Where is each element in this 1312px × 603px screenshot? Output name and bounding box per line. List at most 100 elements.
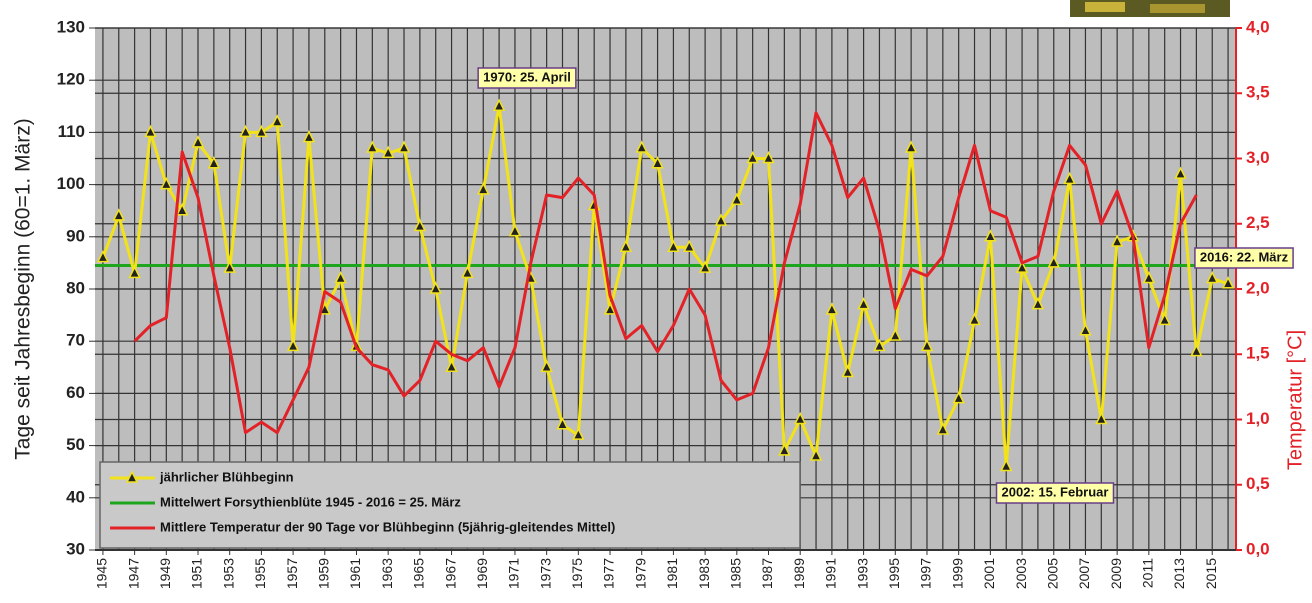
- y2-tick-label: 3,0: [1246, 148, 1270, 167]
- annotation: 2016: 22. März: [1194, 247, 1294, 269]
- y2-tick-label: 0,5: [1246, 474, 1270, 493]
- y-tick-label: 40: [66, 487, 85, 506]
- point-marker: [1174, 166, 1187, 179]
- point-marker: [920, 338, 934, 352]
- x-tick-label: 1953: [220, 558, 236, 589]
- point-marker: [1206, 270, 1219, 284]
- annotation: 2002: 15. Februar: [995, 482, 1115, 504]
- y-tick-label: 110: [58, 122, 85, 141]
- point-marker: [651, 156, 664, 169]
- y-axis-title: Tage seit Jahresbeginn (60=1. März): [12, 118, 35, 459]
- y2-tick-label: 0,0: [1246, 539, 1270, 558]
- y2-tick-label: 4,0: [1246, 17, 1270, 36]
- point-marker: [413, 218, 427, 232]
- point-marker: [667, 239, 680, 252]
- x-tick-label: 1963: [379, 558, 395, 589]
- point-marker: [302, 129, 316, 143]
- annotation-box: [477, 67, 577, 89]
- y-tick-label: 80: [66, 278, 85, 297]
- point-marker: [825, 302, 839, 315]
- point-marker: [936, 422, 950, 435]
- point-marker: [603, 302, 617, 315]
- point-marker: [207, 156, 221, 169]
- legend-label: Mittelwert Forsythienblüte 1945 - 2016 =…: [160, 494, 461, 509]
- point-marker: [968, 312, 981, 326]
- x-tick-label: 1977: [601, 558, 617, 589]
- x-tick-label: 1979: [632, 558, 648, 589]
- annotation-text: 1970: 25. April: [483, 69, 571, 84]
- x-tick-label: 1997: [918, 558, 934, 589]
- x-tick-label: 1973: [537, 558, 553, 589]
- x-tick-label: 1959: [315, 558, 331, 589]
- point-marker: [1095, 411, 1108, 425]
- x-tick-label: 1961: [347, 558, 363, 589]
- point-marker: [255, 124, 268, 138]
- point-marker: [271, 114, 284, 127]
- annotation: 1970: 25. April: [477, 67, 577, 89]
- series-line: [101, 104, 1229, 468]
- point-marker: [461, 265, 474, 279]
- y-tick-label: 60: [66, 383, 85, 402]
- x-tick-label: 1975: [569, 558, 585, 589]
- x-tick-label: 2015: [1203, 558, 1219, 589]
- photo-detail: [1150, 4, 1205, 13]
- y-tick-label: 30: [66, 539, 85, 558]
- x-tick-label: 1991: [823, 558, 839, 589]
- point-marker: [889, 328, 902, 341]
- point-marker: [635, 140, 648, 153]
- point-marker: [778, 443, 791, 456]
- annotation-box: [995, 482, 1115, 504]
- y2-tick-label: 1,0: [1246, 409, 1270, 428]
- point-marker: [572, 427, 585, 440]
- point-marker: [96, 250, 110, 263]
- x-tick-label: 2007: [1076, 558, 1092, 589]
- point-marker: [1000, 458, 1013, 472]
- point-marker: [144, 124, 157, 138]
- x-tick-label: 1969: [474, 558, 490, 589]
- point-marker: [1015, 260, 1029, 273]
- legend: [99, 461, 801, 549]
- annotation-text: 2016: 22. März: [1200, 249, 1289, 264]
- x-tick-label: 2005: [1044, 558, 1060, 589]
- point-marker: [1063, 171, 1076, 185]
- point-marker: [128, 265, 141, 279]
- x-tick-label: 1949: [157, 558, 173, 589]
- x-tick-label: 2011: [1140, 558, 1156, 588]
- point-marker: [1158, 312, 1171, 326]
- point-marker: [809, 448, 823, 461]
- point-marker: [1047, 255, 1060, 268]
- y2-tick-label: 1,5: [1246, 344, 1270, 363]
- point-marker: [873, 338, 886, 352]
- point-marker: [381, 145, 395, 159]
- point-marker: [1142, 270, 1156, 284]
- point-marker: [952, 390, 965, 404]
- point-marker: [619, 239, 633, 252]
- point-marker: [1221, 276, 1235, 289]
- point-marker: [477, 182, 490, 195]
- y-tick-label: 120: [57, 70, 85, 89]
- x-tick-label: 1993: [854, 558, 870, 589]
- point-marker: [397, 140, 411, 153]
- x-tick-label: 1981: [664, 558, 680, 589]
- y2-axis-title: Temperatur [°C]: [1284, 330, 1306, 470]
- point-marker: [904, 140, 918, 153]
- point-marker: [1079, 323, 1092, 336]
- annotation-box: [1194, 247, 1294, 269]
- y2-tick-label: 2,0: [1246, 278, 1270, 297]
- point-marker: [191, 135, 205, 148]
- y-tick-label: 90: [66, 226, 85, 245]
- y-tick-label: 100: [57, 174, 85, 193]
- y-tick-label: 50: [66, 435, 85, 454]
- x-tick-label: 2013: [1171, 558, 1187, 589]
- point-marker: [857, 296, 870, 310]
- y2-tick-label: 2,5: [1246, 213, 1270, 232]
- x-tick-label: 1983: [696, 558, 712, 589]
- x-tick-label: 2003: [1013, 558, 1029, 589]
- point-marker: [793, 411, 807, 425]
- point-marker: [223, 260, 236, 273]
- x-tick-label: 1995: [886, 558, 902, 589]
- point-marker: [492, 98, 506, 112]
- point-marker: [556, 417, 569, 430]
- point-marker: [1110, 234, 1124, 247]
